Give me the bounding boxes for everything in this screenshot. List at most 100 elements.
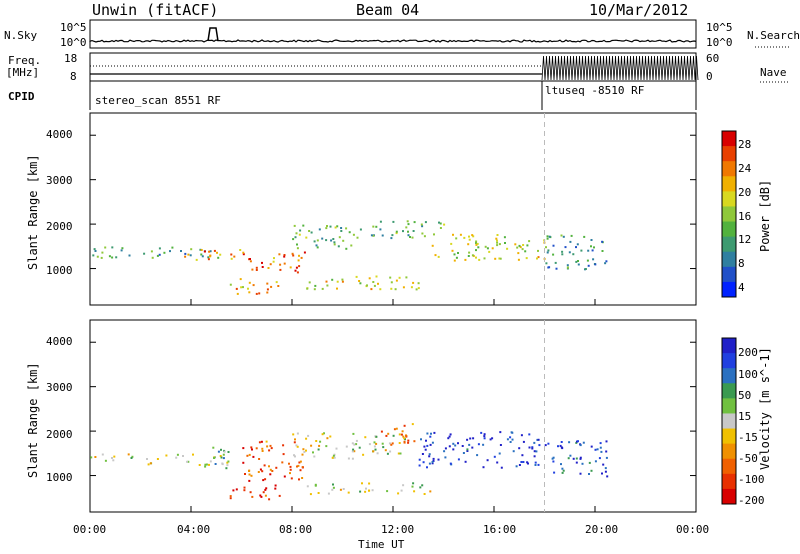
velocity-cell [212,446,215,449]
velocity-cell [575,457,578,460]
power-cell [453,259,456,262]
velocity-cell [317,448,320,451]
velocity-colorbar-swatch [722,338,736,354]
velocity-colorbar-swatch [722,488,736,505]
velocity-cell [604,467,607,470]
power-cell [104,246,107,249]
power-cell [158,253,161,256]
power-cell [345,247,348,250]
power-cell [333,243,336,246]
power-cell [321,287,324,290]
velocity-cell [288,462,290,465]
velocity-cell [333,453,336,456]
xtick-2400: 00:00 [676,523,710,536]
power-cell [158,247,161,250]
power-cell [266,282,269,285]
velocity-cell [260,495,263,498]
velocity-cell [522,461,525,463]
power-cell [372,234,375,237]
power-cell [587,264,590,267]
velocity-cell [496,461,499,464]
power-cell [93,248,96,251]
velocity-cell [568,441,571,444]
velocity-cell [312,451,314,454]
velocity-cell [553,471,556,474]
velocity-cell [521,454,524,457]
velocity-cell [428,455,431,458]
velocity-cell [426,466,428,469]
velocity-cell [351,442,354,445]
power-ytick-4000: 4000 [46,128,73,141]
power-cell [484,245,487,248]
velocity-ytick-3000: 3000 [46,381,73,394]
velocity-cell [165,454,168,457]
power-cell [468,251,471,254]
power-cell [468,238,471,241]
velocity-cell [403,424,406,427]
vel-cb-m200: -200 [738,494,765,507]
velocity-cell [261,447,264,450]
power-cell [457,252,459,254]
velocity-cell [557,445,559,448]
power-cell [298,254,300,257]
velocity-cell [420,438,422,441]
velocity-cell [499,444,502,446]
power-cell [279,263,282,266]
power-cell [379,228,382,231]
velocity-cell [268,498,271,501]
velocity-colorbar-swatch [722,443,736,460]
velocity-cell [560,446,563,449]
power-cell [390,237,393,240]
power-cell [247,287,249,290]
power-cell [537,249,539,252]
velocity-cell [355,443,358,446]
power-cell [189,254,192,257]
velocity-cell [392,434,395,437]
power-cell [190,248,193,251]
velocity-cell [579,472,582,475]
power-cell [180,250,182,252]
velocity-cell [270,447,273,450]
velocity-colorbar-swatch [722,428,736,445]
velocity-cell [229,497,232,500]
velocity-cell [480,431,483,434]
velocity-cell [225,467,228,470]
velocity-cell [182,455,184,457]
velocity-cell [515,465,518,468]
power-cell [150,250,153,253]
velocity-cell [265,440,268,443]
velocity-cell [305,437,308,440]
nsky-line [89,39,697,43]
power-cell [336,225,339,228]
velocity-cell [323,432,325,435]
power-cell [455,256,458,259]
power-cell [410,286,413,289]
power-cell [405,226,408,229]
vel-cb-50: 50 [738,389,752,402]
velocity-cell [295,444,298,447]
power-cell [407,230,409,233]
velocity-cell [342,488,345,490]
power-cell [298,265,301,268]
power-cell [332,238,335,240]
velocity-cell [242,461,245,464]
power-cell [566,264,569,267]
power-colorbar-swatch [722,251,736,268]
velocity-cell [227,460,230,463]
power-cell [439,227,442,229]
velocity-cell [296,465,298,468]
velocity-cell [429,443,432,446]
velocity-cell [405,435,408,438]
power-cell [209,250,212,253]
power-cell [569,240,572,243]
velocity-cell [401,430,404,433]
velocity-cell [318,444,321,447]
velocity-cell [351,450,354,453]
velocity-cell [368,482,371,485]
velocity-cell [533,455,536,458]
power-cell [528,240,531,243]
velocity-cell [282,453,285,456]
power-cell [504,242,506,244]
power-cell [305,236,308,239]
velocity-cell [602,463,605,466]
